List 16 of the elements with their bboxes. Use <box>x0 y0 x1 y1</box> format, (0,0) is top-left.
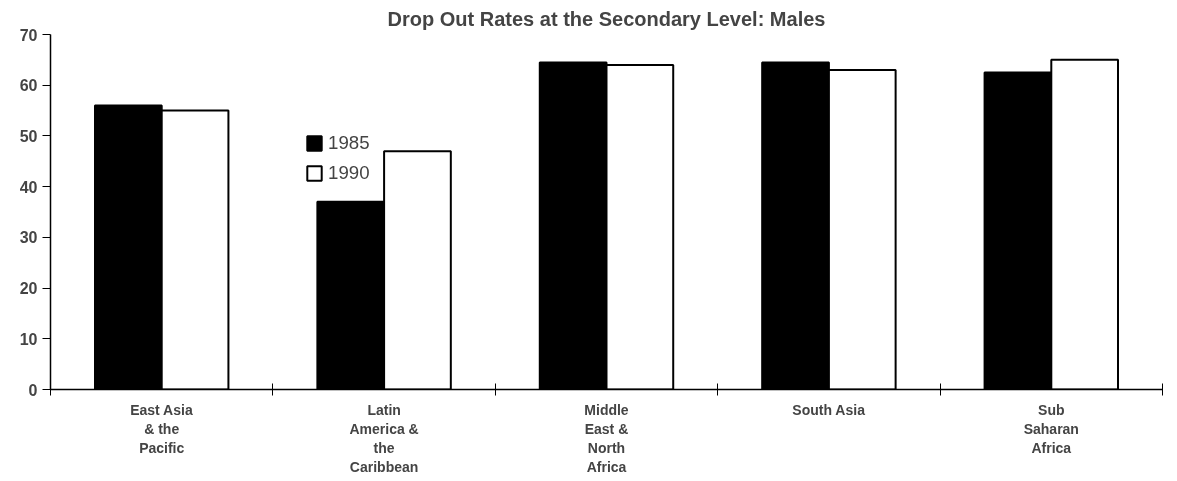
y-tick-label: 30 <box>19 229 38 247</box>
x-tick-label: Latin America & the Caribbean <box>349 401 419 476</box>
y-tick-label: 50 <box>19 127 38 145</box>
y-tick-label: 0 <box>28 381 38 399</box>
x-tick-label: East Asia & the Pacific <box>130 401 193 456</box>
legend-label: 1985 <box>328 132 370 154</box>
y-tick-label: 40 <box>19 178 38 196</box>
y-tick-label: 20 <box>19 280 38 298</box>
x-tick-label: Sub Saharan Africa <box>1023 401 1079 456</box>
y-tick-label: 70 <box>19 26 38 44</box>
x-tick-label: South Asia <box>792 401 866 418</box>
x-tick-label: Middle East & North Africa <box>584 401 629 476</box>
chart-title: Drop Out Rates at the Secondary Level: Males <box>387 7 826 30</box>
legend-label: 1990 <box>328 162 370 184</box>
y-tick-label: 10 <box>19 330 38 348</box>
y-tick-label: 60 <box>19 77 38 95</box>
